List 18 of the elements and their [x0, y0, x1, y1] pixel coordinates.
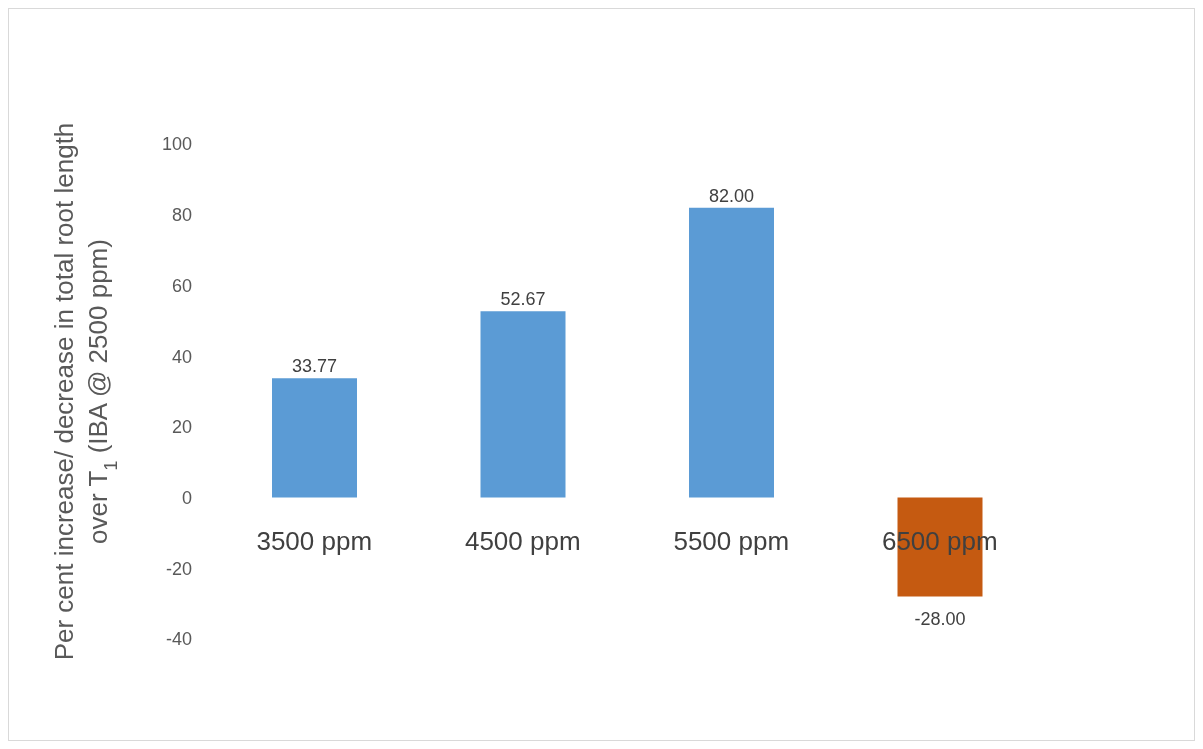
data-label: -28.00 — [914, 608, 966, 629]
bar — [272, 378, 357, 498]
y-tick-label: 60 — [171, 275, 192, 296]
y-tick-label: 80 — [171, 205, 192, 226]
bar — [480, 311, 566, 498]
y-tick-label: -40 — [165, 629, 192, 650]
x-tick-label: 3500 ppm — [256, 525, 373, 556]
y-tick-label: 100 — [161, 134, 192, 155]
data-label: 33.77 — [291, 356, 338, 377]
x-tick-label: 5500 ppm — [673, 525, 790, 556]
y-tick-label: -20 — [165, 558, 192, 579]
data-label: 82.00 — [708, 185, 755, 206]
y-tick-label: 0 — [181, 487, 192, 508]
x-tick-label: 4500 ppm — [464, 525, 581, 556]
data-label: 52.67 — [500, 289, 546, 310]
y-tick-label: 40 — [171, 346, 192, 367]
y-tick-label: 20 — [171, 417, 192, 438]
bar — [689, 207, 774, 498]
